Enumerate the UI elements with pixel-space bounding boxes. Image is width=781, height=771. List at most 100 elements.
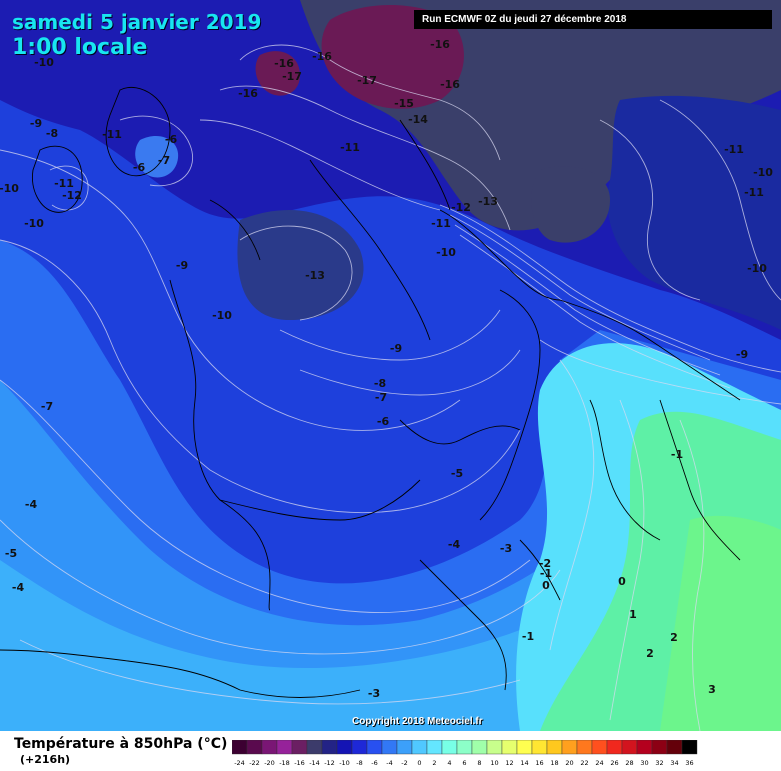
temperature-label: 3 bbox=[708, 683, 716, 696]
temperature-label: -8 bbox=[46, 127, 58, 140]
legend-swatch bbox=[561, 740, 578, 755]
legend-swatch bbox=[441, 740, 458, 755]
temperature-label: -12 bbox=[451, 201, 471, 214]
temperature-label: -10 bbox=[747, 262, 767, 275]
temp-zone-east-navy bbox=[607, 95, 781, 330]
temperature-label: -6 bbox=[377, 415, 390, 428]
temp-zone-adriatic-dark bbox=[531, 166, 610, 243]
legend-swatch bbox=[636, 740, 653, 755]
legend-footer: Température à 850hPa (°C) (+216h) -24 -22… bbox=[0, 731, 781, 771]
variable-title: Température à 850hPa (°C) bbox=[14, 736, 228, 752]
legend-tick-label: -18 bbox=[279, 759, 290, 767]
temperature-label: -11 bbox=[102, 128, 122, 141]
legend-tick-label: 4 bbox=[447, 759, 451, 767]
legend-tick-label: -2 bbox=[401, 759, 407, 767]
legend-tick-label: 34 bbox=[670, 759, 678, 767]
legend-tick-label: -22 bbox=[249, 759, 260, 767]
legend-swatch bbox=[261, 740, 278, 755]
temperature-label: -10 bbox=[0, 182, 19, 195]
legend-swatch bbox=[321, 740, 338, 755]
legend-tick-label: 0 bbox=[417, 759, 421, 767]
coastlines bbox=[0, 86, 741, 698]
temperature-label: -12 bbox=[62, 189, 82, 202]
legend-tick-label: 2 bbox=[432, 759, 436, 767]
temperature-label: -5 bbox=[5, 547, 17, 560]
legend-swatch bbox=[426, 740, 443, 755]
legend-tick-label: 14 bbox=[520, 759, 528, 767]
legend-swatch bbox=[232, 740, 248, 755]
legend-tick-label: -8 bbox=[356, 759, 362, 767]
legend-swatch bbox=[576, 740, 593, 755]
temperature-label: -16 bbox=[430, 38, 450, 51]
temp-zone-east-green-2 bbox=[660, 515, 781, 731]
temperature-label: -4 bbox=[25, 498, 38, 511]
temp-zone-cold-core bbox=[321, 5, 464, 109]
temperature-label: -13 bbox=[478, 195, 498, 208]
legend-swatch bbox=[501, 740, 518, 755]
temperature-label: -16 bbox=[274, 57, 294, 70]
temperature-label: -7 bbox=[375, 391, 387, 404]
temperature-label: -3 bbox=[368, 687, 380, 700]
temperature-label: -9 bbox=[30, 117, 42, 130]
legend-swatch bbox=[471, 740, 488, 755]
legend-tick-label: 6 bbox=[462, 759, 466, 767]
legend-swatch bbox=[606, 740, 623, 755]
legend-swatch bbox=[486, 740, 503, 755]
temperature-label: -4 bbox=[12, 581, 25, 594]
legend-swatch bbox=[666, 740, 683, 755]
legend-swatch bbox=[351, 740, 368, 755]
legend-tick-label: 10 bbox=[490, 759, 498, 767]
temperature-label: -13 bbox=[305, 269, 325, 282]
legend-tick-label: -4 bbox=[386, 759, 392, 767]
temperature-label: -4 bbox=[448, 538, 461, 551]
temperature-label: -10 bbox=[34, 56, 54, 69]
legend-tick-label: 28 bbox=[625, 759, 633, 767]
temperature-label: 2 bbox=[646, 647, 654, 660]
temperature-label: -6 bbox=[165, 133, 178, 146]
legend-swatch bbox=[516, 740, 533, 755]
legend-tick-label: 24 bbox=[595, 759, 603, 767]
temperature-label: -6 bbox=[133, 161, 146, 174]
temperature-label: -10 bbox=[24, 217, 44, 230]
legend-tick-label: -24 bbox=[234, 759, 245, 767]
legend-swatch bbox=[681, 740, 698, 755]
temperature-label: -17 bbox=[282, 70, 302, 83]
temperature-label: 2 bbox=[670, 631, 678, 644]
legend-tick-label: -20 bbox=[264, 759, 275, 767]
legend-swatch bbox=[651, 740, 668, 755]
temp-zone-cold-core-2 bbox=[255, 51, 300, 96]
legend-tick-label: 36 bbox=[685, 759, 693, 767]
legend-swatch bbox=[456, 740, 473, 755]
temperature-label: -16 bbox=[312, 50, 332, 63]
legend-swatch bbox=[291, 740, 308, 755]
legend-tick-label: 30 bbox=[640, 759, 648, 767]
temperature-label: -15 bbox=[394, 97, 414, 110]
temperature-label: -17 bbox=[357, 74, 377, 87]
temperature-label: 1 bbox=[629, 608, 637, 621]
legend-swatch bbox=[591, 740, 608, 755]
legend-tick-label: 32 bbox=[655, 759, 663, 767]
legend-swatch bbox=[411, 740, 428, 755]
temperature-label: -11 bbox=[724, 143, 744, 156]
temperature-label: 0 bbox=[542, 579, 550, 592]
temperature-label: -1 bbox=[540, 567, 552, 580]
temperature-label: -7 bbox=[41, 400, 53, 413]
temperature-label: -9 bbox=[736, 348, 748, 361]
temperature-label: -10 bbox=[212, 309, 232, 322]
temperature-label: -11 bbox=[744, 186, 764, 199]
legend-tick-label: -14 bbox=[309, 759, 320, 767]
color-scale-legend: -24 -22 -20 -18 -16 -14 -12 -10 -8 -6 -4 -2 0 2 4 6 8 10 1… bbox=[232, 740, 698, 767]
legend-tick-label: 16 bbox=[535, 759, 543, 767]
temperature-label: -11 bbox=[54, 177, 74, 190]
temperature-label: -11 bbox=[431, 217, 451, 230]
legend-tick-label: -6 bbox=[371, 759, 377, 767]
legend-tick-label: 8 bbox=[477, 759, 481, 767]
temperature-label: -16 bbox=[238, 87, 258, 100]
temp-zone-britain-warm bbox=[135, 136, 179, 178]
model-run-banner: Run ECMWF 0Z du jeudi 27 décembre 2018 bbox=[414, 10, 772, 29]
legend-swatch bbox=[276, 740, 293, 755]
lead-time: (+216h) bbox=[20, 753, 71, 766]
forecast-time: 1:00 locale bbox=[12, 35, 148, 60]
legend-swatch bbox=[396, 740, 413, 755]
temperature-label: -9 bbox=[390, 342, 402, 355]
